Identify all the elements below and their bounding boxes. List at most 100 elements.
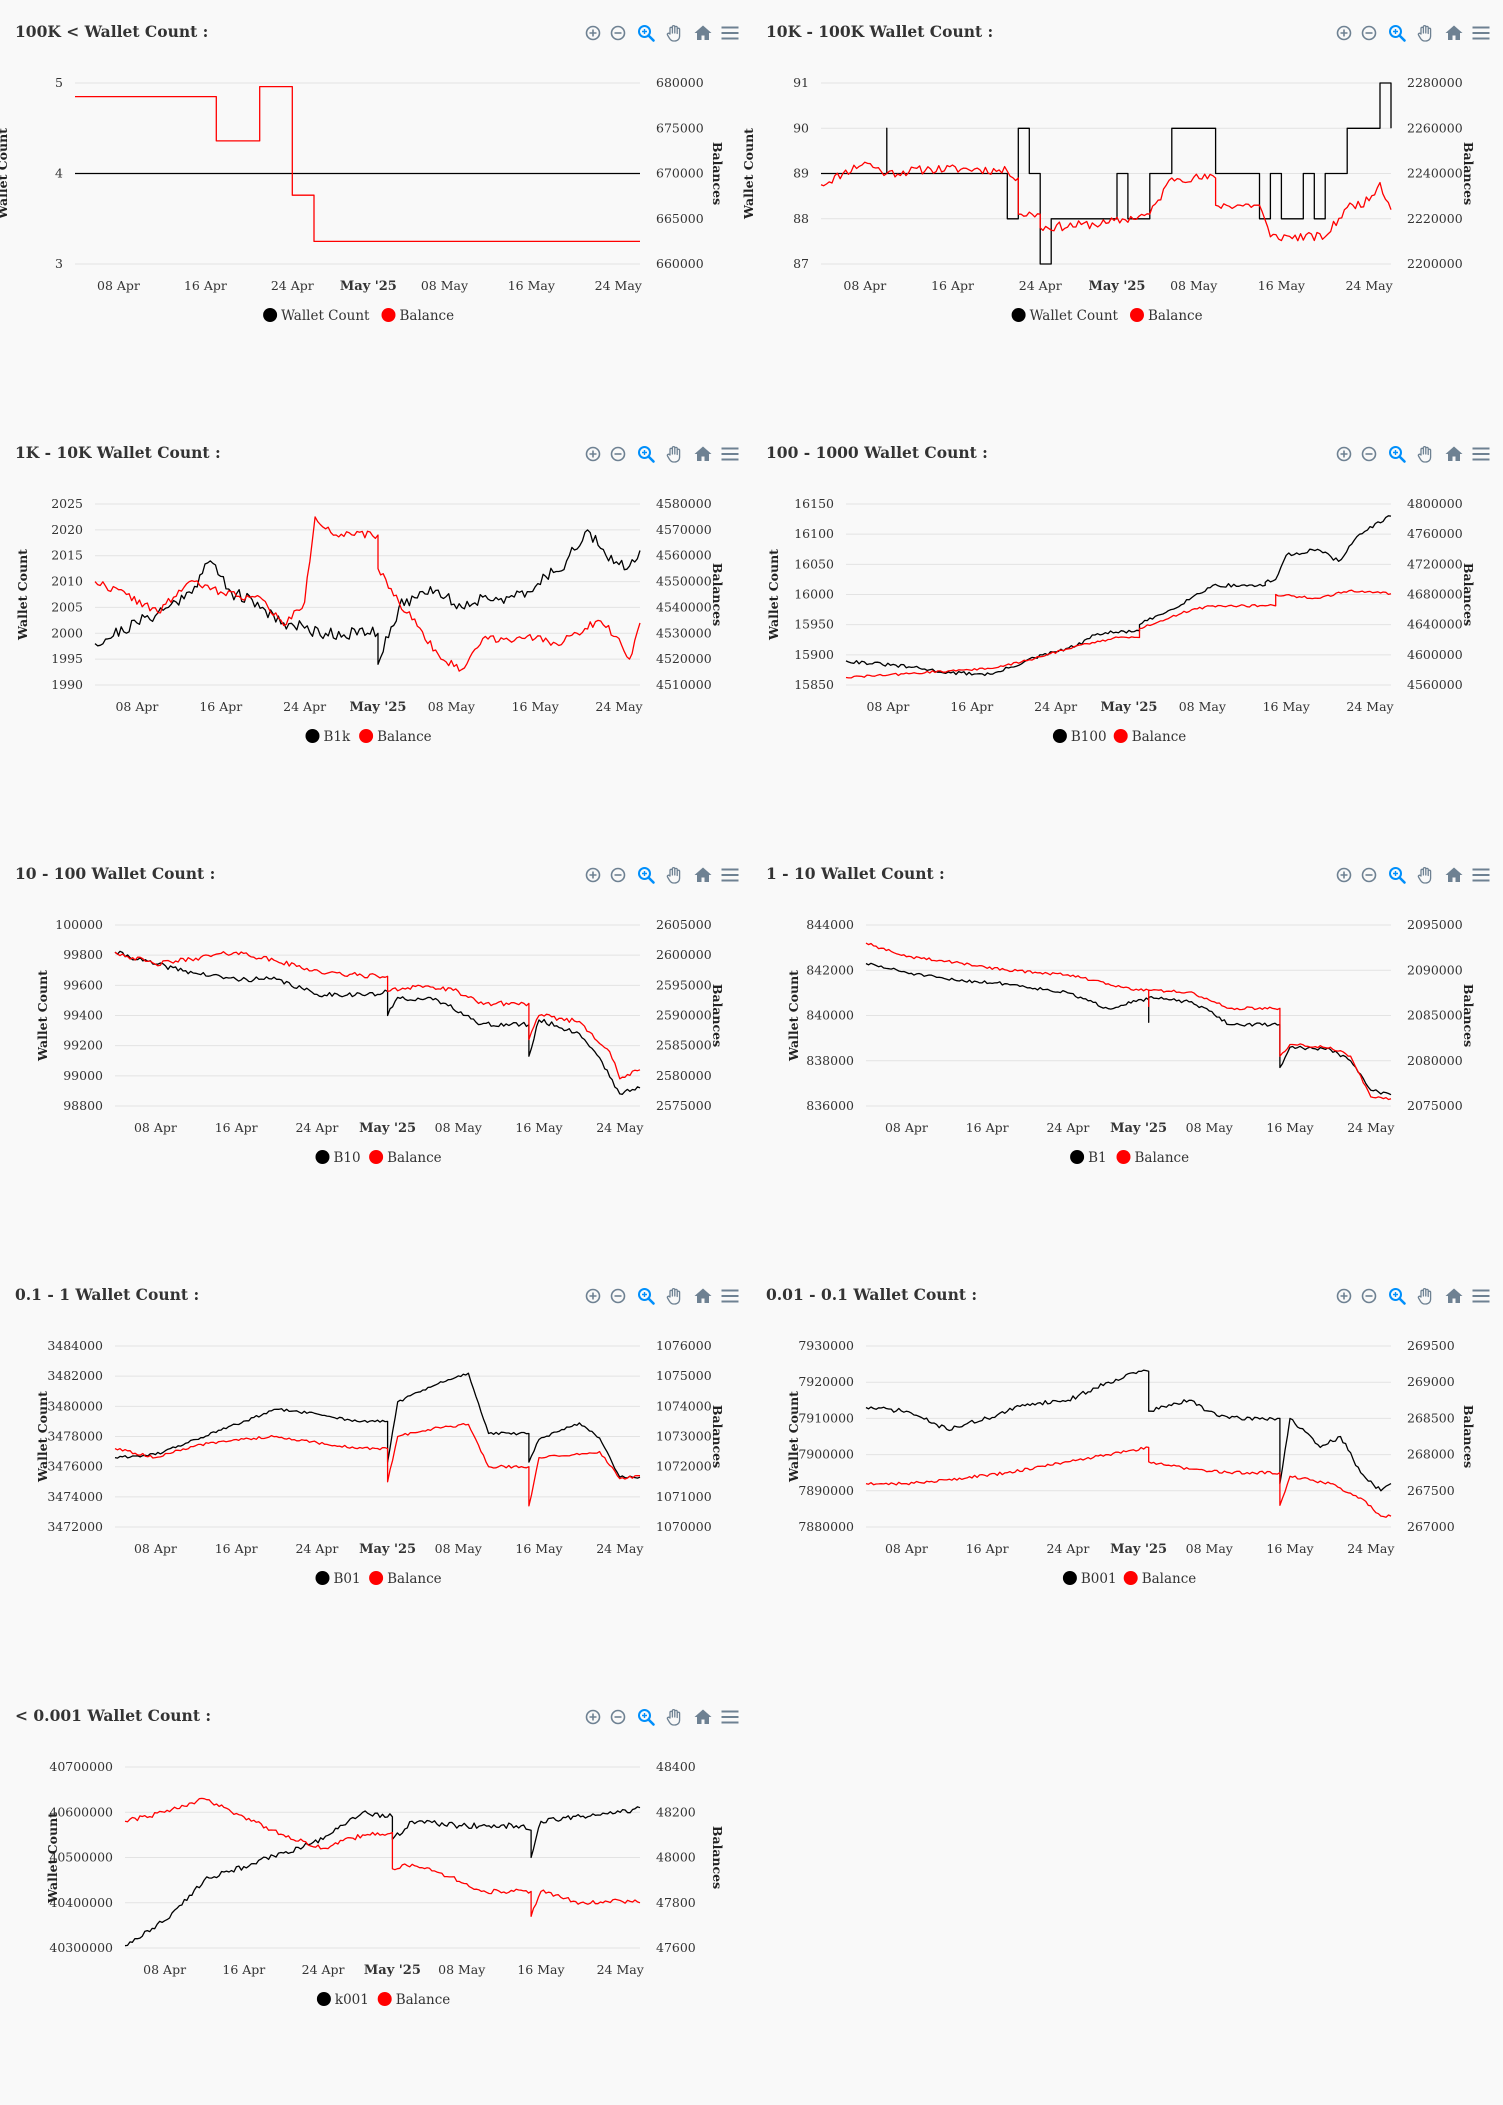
line-chart: 40300000 40400000 40500000 40600000 40700000… (45, 1759, 725, 2008)
y-tick-label: 100000 (55, 917, 103, 932)
reset-home-icon[interactable] (692, 1706, 714, 1728)
chart-toolbar (582, 1285, 742, 1307)
pan-hand-icon[interactable] (663, 22, 685, 44)
selection-zoom-icon[interactable] (1386, 1285, 1408, 1307)
pan-hand-icon[interactable] (663, 1285, 685, 1307)
menu-icon[interactable] (1470, 1285, 1492, 1307)
menu-icon[interactable] (719, 864, 741, 886)
pan-hand-icon[interactable] (663, 443, 685, 465)
pan-hand-icon[interactable] (1414, 1285, 1436, 1307)
pan-hand-icon[interactable] (1414, 443, 1436, 465)
menu-icon[interactable] (1470, 864, 1492, 886)
zoom-in-icon[interactable] (582, 443, 604, 465)
reset-home-icon[interactable] (1443, 864, 1465, 886)
legend-item[interactable]: Balance (359, 729, 432, 745)
menu-icon[interactable] (1470, 22, 1492, 44)
y-tick-label: 40600000 (49, 1804, 113, 1819)
legend-item[interactable]: B1 (1070, 1150, 1107, 1166)
legend-item[interactable]: Wallet Count (263, 308, 370, 324)
selection-zoom-icon[interactable] (635, 1285, 657, 1307)
pan-hand-icon[interactable] (1414, 864, 1436, 886)
zoom-in-icon[interactable] (1333, 22, 1355, 44)
reset-home-icon[interactable] (692, 1285, 714, 1307)
legend-item[interactable]: Balance (377, 1992, 451, 2008)
selection-zoom-icon[interactable] (1386, 443, 1408, 465)
legend-item[interactable]: B01 (315, 1571, 361, 1587)
legend-item[interactable]: Balance (1123, 1571, 1197, 1587)
legend-item[interactable]: B1k (305, 729, 352, 745)
y2-tick-label: 1071000 (656, 1489, 712, 1504)
pan-hand-icon[interactable] (1414, 22, 1436, 44)
y-axis-title: Wallet Count (35, 1391, 50, 1483)
legend-item[interactable]: Balance (1113, 729, 1187, 745)
y2-tick-label: 4720000 (1407, 556, 1463, 571)
line-chart: 3 4 5 660000 665000 670000 675000 680000 08 Apr 1… (0, 75, 725, 324)
pan-hand-icon[interactable] (663, 1706, 685, 1728)
chart-panel-8: 0.01 - 0.1 Wallet Count :7880000 7890000 7… (751, 1263, 1502, 1684)
zoom-out-icon[interactable] (607, 1285, 629, 1307)
zoom-in-icon[interactable] (582, 864, 604, 886)
y-tick-label: 7930000 (798, 1338, 854, 1353)
zoom-out-icon[interactable] (1358, 22, 1380, 44)
legend-marker (1113, 729, 1128, 743)
selection-zoom-icon[interactable] (635, 864, 657, 886)
zoom-in-icon[interactable] (1333, 1285, 1355, 1307)
legend-item[interactable]: Balance (369, 1571, 442, 1587)
zoom-in-icon[interactable] (1333, 443, 1355, 465)
legend-item[interactable]: Balance (369, 1150, 442, 1166)
zoom-out-icon[interactable] (607, 864, 629, 886)
reset-home-icon[interactable] (1443, 22, 1465, 44)
y-tick-label: 2010 (51, 574, 83, 589)
pan-hand-icon[interactable] (663, 864, 685, 886)
menu-icon[interactable] (719, 1706, 741, 1728)
reset-home-icon[interactable] (692, 864, 714, 886)
zoom-out-icon[interactable] (607, 1706, 629, 1728)
menu-icon[interactable] (719, 443, 741, 465)
zoom-in-icon[interactable] (582, 1706, 604, 1728)
selection-zoom-icon[interactable] (635, 22, 657, 44)
y2-tick-label: 2590000 (656, 1008, 712, 1023)
legend-item[interactable]: Wallet Count (1011, 308, 1119, 324)
legend-label: B01 (334, 1571, 361, 1587)
legend-item[interactable]: Balance (381, 308, 455, 324)
menu-icon[interactable] (1470, 443, 1492, 465)
selection-zoom-icon[interactable] (1386, 22, 1408, 44)
y2-tick-label: 2585000 (656, 1038, 712, 1053)
reset-home-icon[interactable] (692, 443, 714, 465)
y2-tick-label: 2095000 (1407, 917, 1463, 932)
zoom-in-icon[interactable] (1333, 864, 1355, 886)
zoom-out-icon[interactable] (607, 443, 629, 465)
zoom-out-icon[interactable] (1358, 443, 1380, 465)
zoom-out-icon[interactable] (1358, 1285, 1380, 1307)
y-tick-label: 99800 (63, 947, 103, 962)
reset-home-icon[interactable] (1443, 1285, 1465, 1307)
legend-item[interactable]: k001 (316, 1992, 369, 2008)
zoom-in-icon[interactable] (582, 22, 604, 44)
y2-axis-title: Balances (1461, 1405, 1476, 1468)
zoom-out-icon[interactable] (607, 22, 629, 44)
y2-tick-label: 2090000 (1407, 962, 1463, 977)
y2-tick-label: 1074000 (656, 1398, 712, 1413)
y2-tick-label: 268500 (1407, 1410, 1455, 1425)
legend-item[interactable]: B001 (1062, 1571, 1117, 1587)
y-tick-label: 836000 (806, 1098, 854, 1113)
selection-zoom-icon[interactable] (635, 1706, 657, 1728)
x-tick-label: 16 Apr (184, 278, 227, 293)
reset-home-icon[interactable] (1443, 443, 1465, 465)
y-axis-title: Wallet Count (15, 549, 30, 641)
zoom-in-icon[interactable] (582, 1285, 604, 1307)
menu-icon[interactable] (719, 22, 741, 44)
legend-item[interactable]: Balance (1130, 308, 1203, 324)
x-tick-label: 16 May (1266, 1541, 1314, 1556)
legend-item[interactable]: Balance (1116, 1150, 1190, 1166)
legend-item[interactable]: B100 (1052, 729, 1107, 745)
selection-zoom-icon[interactable] (1386, 864, 1408, 886)
y2-axis-title: Balances (710, 142, 725, 205)
selection-zoom-icon[interactable] (635, 443, 657, 465)
reset-home-icon[interactable] (692, 22, 714, 44)
y2-tick-label: 2260000 (1407, 120, 1463, 135)
menu-icon[interactable] (719, 1285, 741, 1307)
zoom-out-icon[interactable] (1358, 864, 1380, 886)
legend-item[interactable]: B10 (315, 1150, 361, 1166)
y2-tick-label: 665000 (656, 211, 704, 226)
